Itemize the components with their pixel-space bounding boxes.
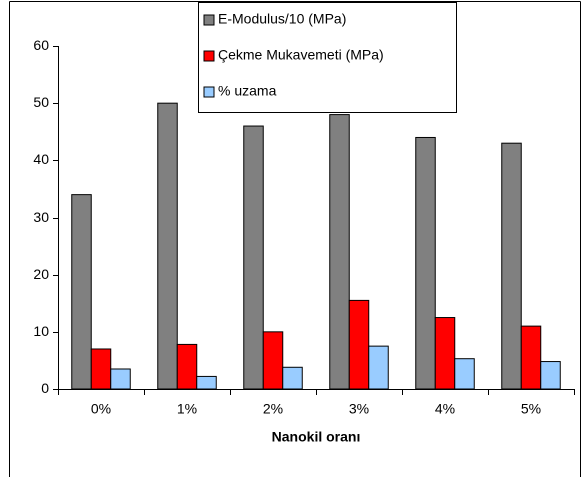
bar — [90, 348, 112, 390]
legend-label: Çekme Mukavemeti (MPa) — [218, 47, 384, 63]
x-tick-label: 0% — [91, 401, 111, 417]
y-tick-label: 40 — [33, 151, 49, 167]
bar — [368, 345, 389, 390]
x-tick-label: 2% — [263, 401, 283, 417]
bar — [540, 361, 561, 390]
bar — [262, 331, 284, 390]
bar — [176, 343, 198, 390]
bar — [243, 125, 264, 390]
bar — [434, 317, 456, 390]
bar — [501, 142, 522, 390]
legend-swatch — [203, 14, 215, 26]
bar — [520, 325, 542, 390]
bar — [329, 114, 350, 390]
legend-label: E-Modulus/10 (MPa) — [218, 11, 346, 27]
bar — [282, 366, 303, 390]
y-tick-label: 60 — [33, 37, 49, 53]
legend-label: % uzama — [218, 83, 277, 99]
x-tick-label: 5% — [521, 401, 541, 417]
y-tick-label: 0 — [41, 380, 49, 396]
x-axis-title: Nanokil oranı — [272, 429, 361, 445]
x-tick-label: 1% — [177, 401, 197, 417]
bar — [71, 194, 92, 390]
bar — [157, 102, 178, 390]
y-tick-label: 20 — [33, 266, 49, 282]
bar — [110, 368, 131, 390]
bar — [196, 375, 217, 390]
bar — [454, 358, 475, 390]
y-tick-label: 10 — [33, 323, 49, 339]
x-tick-label: 3% — [349, 401, 369, 417]
legend-swatch — [203, 86, 215, 98]
y-tick-label: 50 — [33, 94, 49, 110]
y-tick-label: 30 — [33, 209, 49, 225]
legend-swatch — [203, 50, 215, 62]
bar — [348, 299, 370, 390]
bar — [415, 136, 436, 390]
x-tick-label: 4% — [435, 401, 455, 417]
legend-box — [198, 2, 457, 113]
